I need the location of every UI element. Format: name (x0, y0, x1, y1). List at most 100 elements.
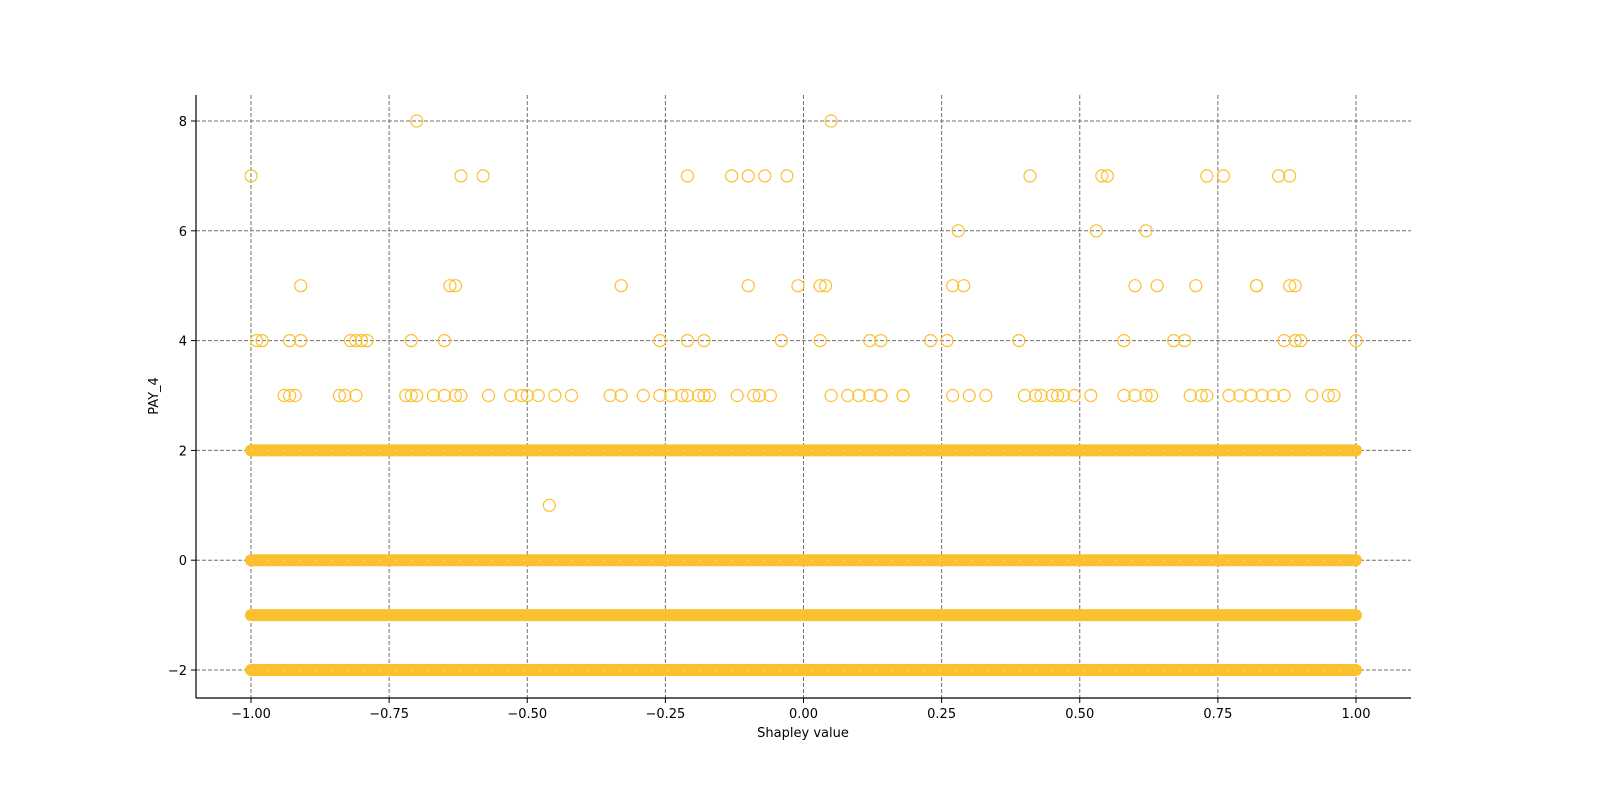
data-point (349, 388, 363, 403)
data-point (404, 334, 418, 348)
data-point (332, 388, 346, 403)
data-point (277, 388, 291, 403)
grid-lines (196, 95, 1411, 698)
data-point (1139, 224, 1153, 238)
data-point (1222, 388, 1236, 403)
data-point (1139, 388, 1153, 403)
data-point (244, 169, 258, 183)
data-point (946, 279, 960, 293)
x-tick-label: 0.25 (927, 707, 956, 722)
data-point (1045, 388, 1059, 403)
data-point (951, 224, 965, 238)
data-point (1012, 334, 1026, 348)
x-tick-label: 0.50 (1065, 707, 1094, 722)
data-point (338, 388, 352, 403)
y-tick-label: 0 (179, 554, 187, 569)
data-point (697, 388, 711, 403)
x-tick-label: −0.50 (507, 707, 547, 722)
data-point (1283, 169, 1297, 183)
data-point (1321, 388, 1335, 403)
data-point (548, 388, 562, 403)
data-point (863, 388, 877, 403)
data-point (691, 388, 706, 403)
data-point (874, 334, 888, 348)
data-point (747, 388, 761, 403)
data-point (752, 388, 766, 403)
data-point (1167, 334, 1181, 348)
data-point (874, 388, 888, 403)
data-point (504, 388, 518, 403)
data-point (1117, 334, 1131, 348)
data-point (437, 334, 451, 348)
data-point (1305, 388, 1319, 403)
data-point (1084, 388, 1098, 403)
data-point (249, 334, 264, 348)
data-point (354, 334, 369, 348)
y-tick-label: 6 (179, 225, 187, 240)
data-point (824, 388, 838, 403)
data-point (1277, 388, 1291, 403)
data-point (294, 279, 308, 293)
data-point (1255, 388, 1269, 403)
data-point (1272, 169, 1286, 183)
data-point (1277, 334, 1291, 348)
data-point (520, 388, 534, 403)
data-point (1288, 334, 1302, 348)
data-point (1178, 334, 1192, 348)
data-point (741, 279, 755, 293)
data-point (1244, 388, 1258, 403)
data-point (531, 388, 545, 403)
x-tick-label: −0.75 (369, 707, 409, 722)
data-point (725, 169, 739, 183)
data-point (1128, 388, 1142, 403)
data-point (813, 279, 827, 293)
data-point (399, 388, 413, 403)
y-tick-label: 4 (179, 335, 187, 350)
data-point (614, 279, 628, 293)
data-point (564, 388, 579, 403)
data-point (741, 169, 755, 183)
data-point (730, 388, 744, 403)
y-axis-ticks: −2 0 2 4 6 8 (168, 115, 196, 679)
data-point (680, 388, 695, 403)
data-point (454, 388, 468, 403)
data-point (603, 388, 617, 403)
data-point (1150, 279, 1164, 293)
data-point (863, 334, 877, 348)
data-point (1100, 169, 1114, 183)
y-tick-label: −2 (168, 664, 187, 679)
data-point (349, 334, 363, 348)
data-point (824, 114, 838, 128)
data-point (404, 388, 418, 403)
data-point (426, 388, 440, 403)
x-tick-label: 1.00 (1342, 707, 1371, 722)
data-point (1349, 334, 1363, 348)
data-point (1294, 334, 1308, 348)
y-tick-label: 2 (179, 444, 187, 459)
data-point (702, 388, 717, 403)
data-point (255, 334, 269, 348)
data-point (515, 388, 529, 403)
data-point (443, 279, 457, 293)
data-point (680, 334, 695, 348)
data-point (410, 114, 424, 128)
x-axis-ticks: −1.00 −0.75 −0.50 −0.25 0.00 0.25 0.50 0.75 1.00 (231, 698, 1370, 722)
data-point (1144, 388, 1159, 403)
data-point (1249, 279, 1264, 293)
data-point (614, 388, 628, 403)
data-point (1089, 224, 1103, 238)
data-point (1288, 279, 1302, 293)
data-point (1327, 388, 1341, 403)
data-point (288, 388, 302, 403)
data-point (481, 388, 496, 403)
data-point (664, 388, 678, 403)
data-point (1017, 388, 1032, 403)
data-point (962, 388, 976, 403)
x-axis-label: Shapley value (757, 726, 849, 741)
data-point (763, 388, 777, 403)
scatter-points (244, 114, 1363, 512)
data-point (1117, 388, 1131, 403)
data-point (1189, 279, 1203, 293)
data-point (841, 388, 855, 403)
